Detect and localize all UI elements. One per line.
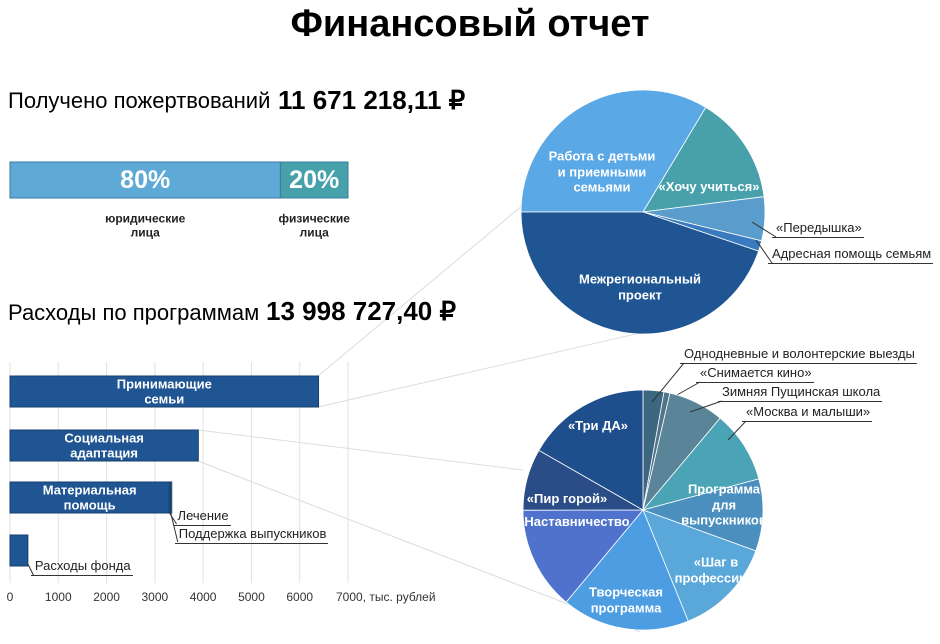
- pie-slice: [642, 509, 757, 622]
- share-value-label: 20%: [289, 166, 340, 194]
- expenses-amount: 13 998 727,40 ₽: [266, 296, 457, 326]
- pie-label: Наставничество: [524, 514, 630, 530]
- leader-line: [689, 400, 723, 413]
- donations-amount: 11 671 218,11 ₽: [278, 85, 466, 115]
- expenses-label: Расходы по программам: [8, 300, 260, 325]
- x-tick-label: 0: [7, 590, 14, 604]
- pie-label: Адресная помощь семьям: [768, 246, 934, 264]
- pie-label: Зимняя Пущинская школа: [718, 384, 883, 402]
- pie-slice: [520, 211, 760, 335]
- pie-slice: [522, 509, 644, 603]
- share-category-label: физические лица: [278, 211, 350, 240]
- pie-slice: [642, 106, 765, 213]
- pie-label: «Три ДА»: [567, 418, 629, 434]
- segment-label: Лечение: [173, 508, 231, 526]
- pie-label: Межрегиональный проект: [579, 271, 701, 302]
- x-tick-label: 7000, тыс. рублей: [336, 590, 436, 604]
- x-tick-label: 1000: [45, 590, 72, 604]
- leader-line: [651, 362, 685, 403]
- pie-label: «Пир горой»: [526, 491, 608, 507]
- leader-line: [27, 563, 35, 577]
- leader-line: [170, 512, 179, 543]
- share-value-label: 80%: [120, 166, 171, 194]
- bar: [170, 481, 173, 514]
- pie-label: Однодневные и волонтерские выезды: [680, 346, 917, 364]
- bar: [9, 429, 199, 462]
- bar: [9, 534, 29, 567]
- pie-slice: [520, 89, 707, 213]
- x-tick-label: 2000: [93, 590, 120, 604]
- pie-label: Работа с детьми и приемными семьями: [548, 148, 656, 195]
- bar-label: Материальная помощь: [42, 481, 137, 513]
- pie-slice: [538, 389, 644, 511]
- x-tick-label: 6000: [286, 590, 313, 604]
- leader-line: [727, 420, 747, 441]
- pie-label: «Москва и малыши»: [742, 404, 873, 422]
- donations-label: Получено пожертвований: [8, 88, 271, 113]
- bar-label: Принимающие семьи: [116, 375, 212, 407]
- bar: [9, 375, 320, 408]
- pie-slice: [641, 417, 760, 511]
- pie-label: «Снимается кино»: [696, 365, 814, 383]
- bar-label: Расходы фонда: [30, 558, 133, 576]
- pie-slice: [641, 478, 764, 552]
- x-tick-label: 5000: [238, 590, 265, 604]
- connector-line: [317, 204, 524, 377]
- pie-label: Программа для выпускников: [681, 481, 767, 528]
- segment-label: Поддержка выпускников: [174, 526, 329, 544]
- pie-label: «Шаг в профессию»: [674, 554, 758, 585]
- pie-label: «Хочу учиться»: [658, 179, 760, 195]
- share-category-label: юридические лица: [105, 211, 186, 240]
- x-tick-label: 3000: [142, 590, 169, 604]
- pie-slice: [565, 509, 689, 631]
- leader-line: [751, 221, 777, 238]
- leader-line: [755, 239, 773, 264]
- share-bar: [9, 161, 281, 199]
- pie-label: Творческая программа: [589, 584, 663, 615]
- share-bar: [279, 161, 349, 199]
- x-tick-label: 4000: [190, 590, 217, 604]
- connector-line: [317, 332, 641, 408]
- pie-label: «Передышка»: [772, 220, 864, 238]
- bar-label: Социальная адаптация: [64, 429, 144, 461]
- page-title: Финансовый отчет: [290, 3, 650, 46]
- connector-line: [197, 460, 641, 633]
- connector-line: [197, 429, 524, 471]
